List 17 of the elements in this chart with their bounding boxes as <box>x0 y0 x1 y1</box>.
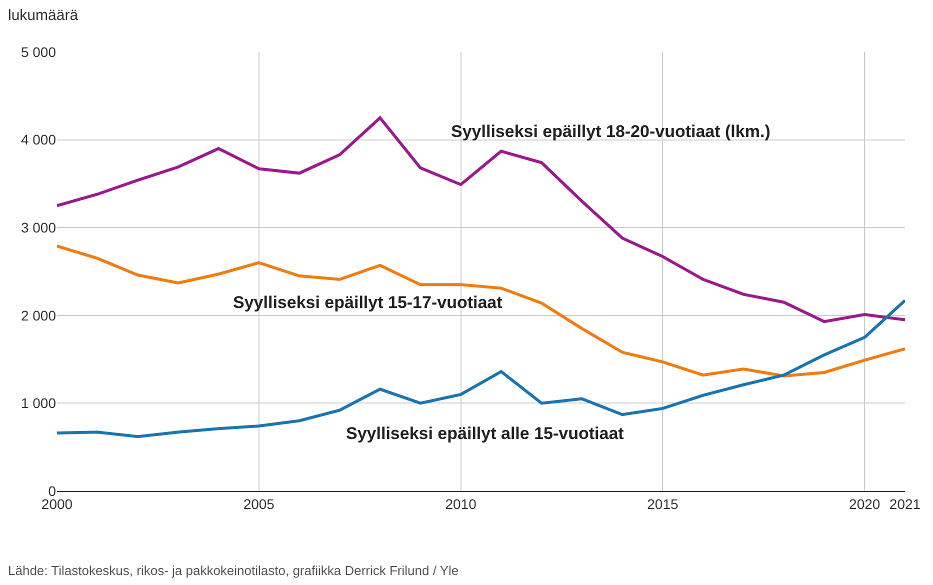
x-tick-label: 2020 <box>849 496 880 512</box>
y-tick-label: 5 000 <box>20 44 56 60</box>
x-tick-label: 2015 <box>647 496 678 512</box>
y-tick-label: 2 000 <box>20 307 56 324</box>
y-tick-label: 3 000 <box>20 220 56 236</box>
x-tick-label: 2005 <box>243 496 275 512</box>
line-series <box>57 244 905 378</box>
y-tick-label: 1 000 <box>20 395 56 412</box>
text: Lähde: Tilastokeskus, rikos- ja pakkokeinotilasto, grafiikka Derrick Frilund / Yle <box>8 563 459 578</box>
x-tick-label: 2010 <box>445 496 477 512</box>
line-series <box>57 116 905 324</box>
y-tick-label: 4 000 <box>20 132 56 148</box>
text: Syylliseksi epäillyt 18-20-vuotiaat (lkm.) <box>451 122 770 141</box>
series-label: Syylliseksi epäillyt alle 15-vuotiaat <box>346 424 624 443</box>
y-axis-title: lukumäärä <box>8 7 79 24</box>
series-label: Syylliseksi epäillyt 15-17-vuotiaat <box>233 293 503 312</box>
x-tick-label: 2021 <box>889 496 921 512</box>
